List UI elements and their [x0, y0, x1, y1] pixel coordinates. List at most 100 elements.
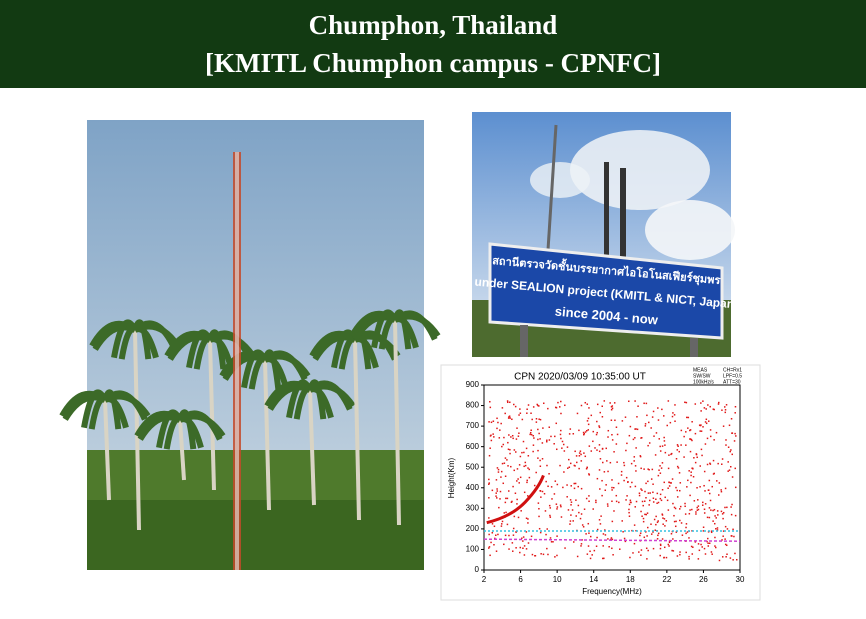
echo-dot [522, 536, 525, 538]
echo-dot [527, 522, 529, 524]
echo-dot [504, 457, 507, 459]
echo-dot [581, 524, 584, 526]
echo-dot [578, 511, 580, 514]
echo-dot [516, 468, 519, 470]
echo-dot [493, 525, 496, 528]
echo-dot [607, 436, 609, 438]
echo-dot [679, 482, 682, 484]
echo-dot [730, 535, 733, 537]
echo-dot [703, 512, 706, 514]
echo-dot [611, 405, 614, 407]
echo-dot [596, 528, 599, 531]
echo-dot [594, 447, 596, 449]
x-tick-label: 18 [626, 575, 635, 584]
echo-dot [587, 545, 590, 547]
echo-dot [548, 439, 551, 441]
echo-dot [577, 485, 579, 488]
echo-dot [726, 506, 728, 509]
echo-dot [660, 467, 663, 469]
echo-dot [709, 463, 712, 465]
echo-dot [640, 488, 642, 490]
echo-dot [718, 482, 721, 484]
echo-dot [685, 431, 687, 433]
echo-dot [674, 507, 677, 510]
echo-dot [647, 492, 650, 494]
echo-dot [489, 447, 491, 449]
echo-dot [724, 543, 727, 546]
echo-dot [659, 465, 661, 467]
echo-dot [708, 479, 711, 482]
echo-dot [734, 514, 737, 517]
echo-dot [519, 476, 522, 479]
echo-dot [546, 528, 548, 530]
echo-dot [488, 483, 490, 485]
echo-dot [526, 495, 529, 497]
echo-dot [679, 505, 682, 508]
echo-dot [555, 448, 558, 451]
y-tick-label: 600 [466, 442, 480, 451]
echo-dot [488, 421, 490, 423]
echo-dot [672, 412, 674, 414]
echo-dot [624, 540, 627, 543]
echo-dot [517, 478, 519, 480]
echo-dot [686, 486, 688, 488]
echo-dot [569, 499, 572, 501]
echo-dot [721, 463, 723, 465]
echo-dot [601, 416, 604, 418]
echo-dot [630, 462, 633, 465]
echo-dot [524, 464, 527, 467]
echo-dot [676, 444, 679, 446]
echo-dot [715, 517, 717, 519]
echo-dot [688, 512, 691, 515]
echo-dot [635, 470, 637, 472]
echo-dot [527, 467, 529, 469]
echo-dot [714, 515, 716, 517]
echo-dot [704, 443, 707, 445]
echo-dot [725, 444, 727, 446]
echo-dot [508, 490, 510, 492]
echo-dot [489, 554, 491, 557]
echo-dot [704, 421, 707, 423]
echo-dot [502, 443, 505, 446]
echo-dot [573, 487, 576, 490]
echo-dot [730, 506, 732, 508]
echo-dot [578, 455, 581, 457]
echo-dot [701, 546, 703, 548]
echo-dot [725, 556, 727, 558]
echo-dot [598, 469, 601, 471]
echo-dot [546, 440, 548, 443]
echo-dot [589, 550, 591, 553]
echo-dot [659, 450, 662, 452]
echo-dot [629, 556, 631, 559]
echo-dot [639, 455, 642, 457]
echo-dot [611, 500, 613, 503]
echo-dot [697, 508, 700, 511]
echo-dot [519, 408, 521, 410]
echo-dot [710, 530, 713, 532]
echo-dot [504, 501, 507, 504]
echo-dot [668, 481, 670, 483]
echo-dot [634, 506, 637, 508]
echo-dot [632, 552, 634, 554]
echo-dot [575, 499, 577, 501]
echo-dot [640, 437, 643, 439]
echo-dot [598, 450, 601, 453]
echo-dot [641, 489, 643, 492]
echo-dot [564, 547, 566, 549]
echo-dot [721, 539, 723, 541]
info-text: LPF=0.5 [723, 373, 742, 379]
echo-dot [668, 541, 671, 544]
echo-dot [716, 480, 718, 482]
echo-dot [651, 416, 654, 418]
echo-dot [691, 553, 694, 555]
echo-dot [515, 531, 517, 533]
echo-dot [606, 460, 608, 462]
echo-dot [496, 417, 498, 420]
echo-dot [675, 531, 678, 533]
echo-dot [733, 535, 735, 538]
echo-dot [659, 445, 661, 448]
echo-dot [631, 481, 633, 484]
echo-dot [667, 487, 669, 489]
echo-dot [700, 402, 702, 404]
echo-dot [598, 426, 601, 429]
